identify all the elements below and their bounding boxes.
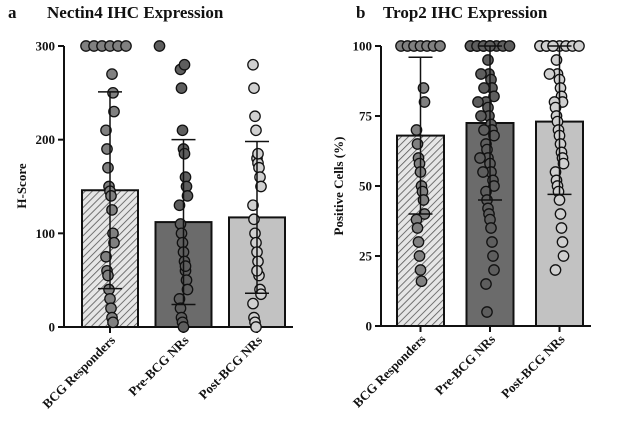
data-point <box>474 152 486 164</box>
data-point <box>252 147 264 160</box>
x-category-label: BCG Responders <box>350 332 429 411</box>
panel-a-label: a <box>8 3 17 22</box>
data-point <box>247 199 259 212</box>
data-point <box>102 269 114 282</box>
data-point <box>153 40 166 52</box>
data-point <box>475 110 487 122</box>
data-point <box>488 264 500 276</box>
data-point <box>249 110 261 123</box>
x-category-label: Pre-BCG NRs <box>125 333 191 399</box>
data-point <box>250 321 262 333</box>
panel-a-title: Nectin4 IHC Expression <box>47 3 224 22</box>
x-category-label: Post-BCG NRs <box>196 333 266 403</box>
data-point <box>557 157 570 170</box>
y-tick-label: 300 <box>36 39 56 54</box>
panel-a-ylabel: H-Score <box>14 163 29 208</box>
data-point <box>173 199 186 212</box>
y-tick-label: 100 <box>36 226 56 241</box>
data-point <box>478 82 490 94</box>
data-point <box>106 204 118 216</box>
data-point <box>554 208 567 220</box>
data-point <box>107 316 119 329</box>
data-point <box>472 96 484 108</box>
data-point <box>488 180 500 192</box>
data-point <box>102 161 114 174</box>
data-point <box>480 278 492 290</box>
data-point <box>247 297 259 310</box>
data-point <box>488 129 500 142</box>
y-tick-label: 200 <box>36 132 56 147</box>
data-point <box>108 236 120 249</box>
data-point <box>247 58 259 71</box>
data-point <box>543 68 556 80</box>
panel-b-trop2: b Trop2 IHC Expression Positive Cells (%… <box>331 3 591 410</box>
data-point <box>255 180 267 193</box>
data-point <box>108 105 120 118</box>
data-point <box>434 40 446 52</box>
data-point <box>557 250 570 262</box>
y-tick-label: 50 <box>359 179 372 194</box>
data-point <box>487 250 499 262</box>
data-point <box>100 250 112 263</box>
y-tick-label: 0 <box>49 320 56 335</box>
data-point <box>177 321 190 333</box>
x-category-label: Post-BCG NRs <box>498 332 568 402</box>
panel-a-plot: 0 100 200 300 BCG Responders Pre-BCG NRs Post-… <box>36 39 293 412</box>
data-point <box>482 54 494 66</box>
panel-b-plot: 0 25 50 75 100 BCG Responders Pre-BCG NRs Post-… <box>350 39 591 411</box>
data-point <box>120 40 132 52</box>
x-category-label: Pre-BCG NRs <box>432 332 498 398</box>
data-point <box>250 124 262 137</box>
data-point <box>481 306 493 318</box>
data-point <box>413 250 426 262</box>
data-point <box>414 264 427 276</box>
data-point <box>415 275 428 288</box>
data-point <box>178 58 191 71</box>
data-point <box>555 222 568 234</box>
data-point <box>255 288 267 301</box>
data-point <box>248 82 260 95</box>
data-point <box>411 222 424 234</box>
data-point <box>176 124 189 137</box>
data-point <box>181 283 194 296</box>
data-point <box>100 124 112 137</box>
data-point <box>485 222 497 234</box>
data-point <box>503 40 516 52</box>
y-tick-label: 75 <box>359 109 373 124</box>
data-point <box>175 82 188 95</box>
data-point <box>106 68 118 80</box>
data-point <box>556 236 569 248</box>
data-point <box>418 96 431 108</box>
data-point <box>412 236 425 248</box>
y-tick-label: 25 <box>359 249 373 264</box>
data-point <box>478 124 490 136</box>
x-category-label: BCG Responders <box>39 333 118 412</box>
panel-b-title: Trop2 IHC Expression <box>383 3 548 22</box>
data-point <box>486 236 498 248</box>
panel-a-nectin4: a Nectin4 IHC Expression H-Score 0 100 200… <box>8 3 293 411</box>
data-point <box>553 194 566 206</box>
data-point <box>181 190 194 202</box>
data-point <box>549 264 562 276</box>
y-tick-label: 0 <box>366 319 373 334</box>
data-point <box>488 90 500 103</box>
data-point <box>105 190 117 202</box>
y-tick-label: 100 <box>353 39 373 54</box>
data-point <box>475 68 487 80</box>
data-point <box>573 40 585 52</box>
data-point <box>179 260 192 272</box>
data-point <box>178 147 191 160</box>
data-point <box>477 166 489 178</box>
data-point <box>410 124 423 136</box>
panel-b-ylabel: Positive Cells (%) <box>331 137 346 236</box>
panel-b-label: b <box>356 3 365 22</box>
